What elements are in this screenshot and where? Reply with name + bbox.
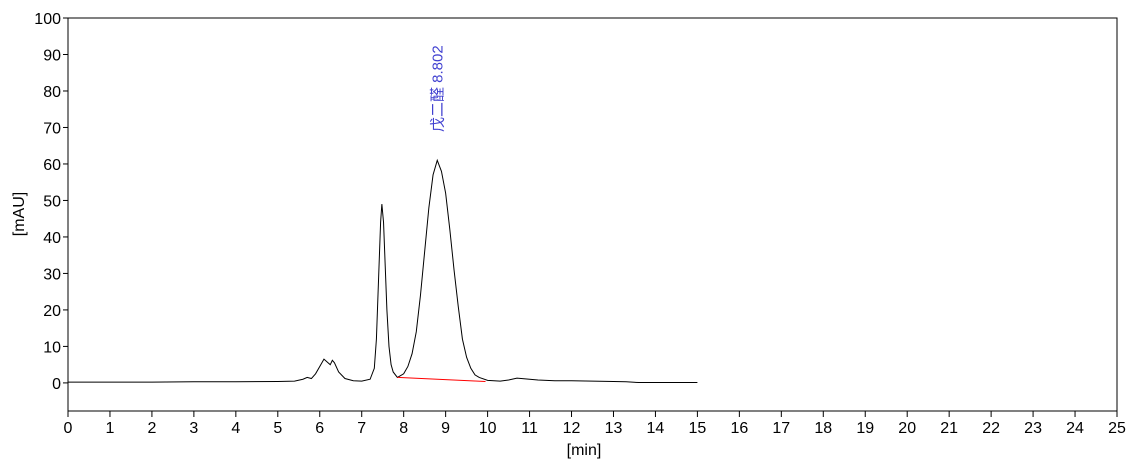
x-axis-label: [min] [567,442,602,459]
x-tick-label: 25 [1108,420,1126,437]
y-tick-label: 70 [43,120,61,137]
x-tick-label: 23 [1024,420,1042,437]
x-tick-label: 0 [64,420,73,437]
x-tick-label: 11 [521,420,538,437]
x-tick-label: 2 [147,420,156,437]
y-tick-label: 40 [43,230,61,247]
x-tick-label: 9 [441,420,450,437]
x-tick-label: 7 [357,420,366,437]
trace [397,376,486,382]
x-tick-label: 18 [814,420,832,437]
y-tick-label: 30 [43,266,61,283]
peak-label: 戊二醛 8.802 [429,45,446,132]
x-tick-label: 3 [189,420,198,437]
plot-frame [67,17,1118,412]
x-tick-label: 15 [689,420,707,437]
x-tick-label: 1 [106,420,115,437]
x-tick-label: 6 [315,420,324,437]
x-tick-label: 12 [563,420,581,437]
y-axis-label: [mAU] [11,192,28,236]
x-tick-label: 21 [940,420,958,437]
y-tick-label: 60 [43,157,61,174]
x-tick-label: 13 [605,420,623,437]
x-tick-label: 5 [273,420,282,437]
y-tick-label: 0 [52,376,61,393]
y-tick-label: 90 [43,47,61,64]
x-tick-label: 4 [231,420,240,437]
x-tick-label: 22 [982,420,1000,437]
x-tick-label: 19 [856,420,874,437]
x-tick-label: 20 [898,420,916,437]
x-tick-label: 10 [479,420,497,437]
y-tick-label: 80 [43,84,61,101]
trace [68,158,698,384]
x-tick-label: 17 [772,420,790,437]
y-tick-label: 10 [43,339,61,356]
x-tick-label: 8 [399,420,408,437]
x-tick-label: 24 [1066,420,1084,437]
y-tick-label: 20 [43,303,61,320]
y-tick-label: 50 [43,193,61,210]
x-tick-label: 16 [730,420,748,437]
y-tick-label: 100 [34,11,61,28]
x-tick-label: 14 [647,420,665,437]
